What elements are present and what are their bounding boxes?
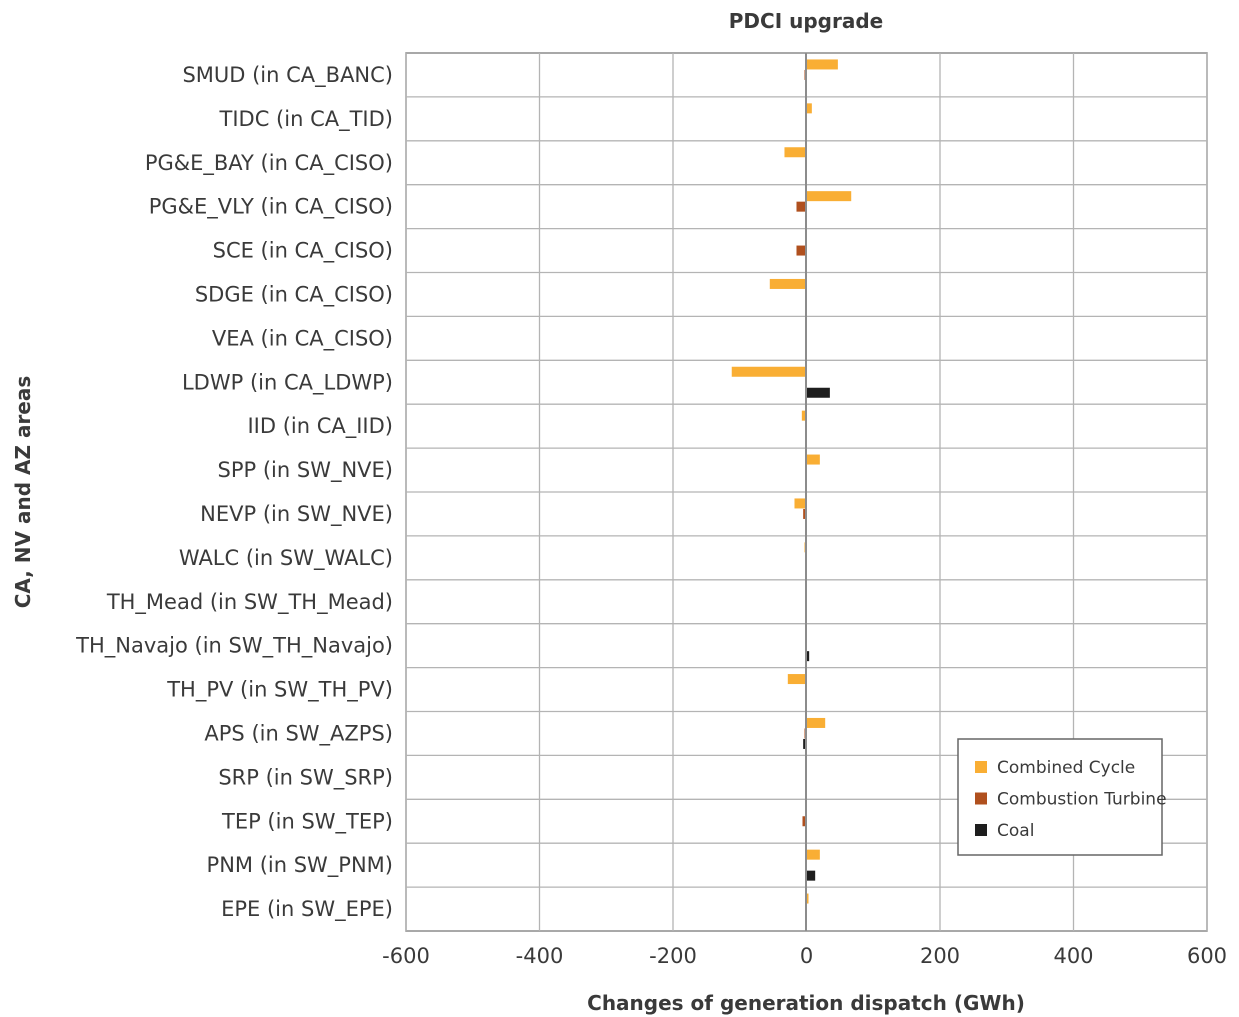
bar-combined-cycle <box>806 849 820 860</box>
legend-label: Combined Cycle <box>997 758 1135 778</box>
legend: Combined Cycle Combustion Turbine Coal <box>957 738 1167 856</box>
bar-combined-cycle <box>806 191 852 202</box>
legend-items: Combined Cycle Combustion Turbine Coal <box>975 758 1167 841</box>
category-label: TH_Mead (in SW_TH_Mead) <box>106 590 393 615</box>
bars-group <box>731 59 852 904</box>
category-label: SDGE (in CA_CISO) <box>195 282 393 307</box>
category-label: IID (in CA_IID) <box>247 414 393 439</box>
category-label: TH_PV (in SW_TH_PV) <box>166 678 393 703</box>
bar-combined-cycle <box>801 410 807 421</box>
legend-label: Combustion Turbine <box>997 790 1167 810</box>
category-label: PG&E_BAY (in CA_CISO) <box>145 151 393 176</box>
x-tick-label: 400 <box>1053 944 1093 968</box>
x-tick-label: 600 <box>1187 944 1227 968</box>
category-label: SRP (in SW_SRP) <box>218 765 393 790</box>
bar-coal <box>803 738 807 749</box>
x-axis-title: Changes of generation dispatch (GWh) <box>587 991 1025 1015</box>
category-label: SCE (in CA_CISO) <box>213 239 393 264</box>
bar-combustion-turbine <box>803 508 807 519</box>
legend-box <box>957 738 1163 856</box>
category-label: NEVP (in SW_NVE) <box>200 502 393 527</box>
bar-combined-cycle <box>731 366 807 377</box>
x-tick-label: -600 <box>382 944 430 968</box>
category-label: SMUD (in CA_BANC) <box>182 63 393 88</box>
category-labels: SMUD (in CA_BANC) TIDC (in CA_TID) PG&E_BA… <box>75 63 393 922</box>
bar-combined-cycle <box>806 454 820 465</box>
category-label: SPP (in SW_NVE) <box>218 458 393 483</box>
legend-swatch <box>975 824 987 836</box>
bar-combined-cycle <box>794 498 807 509</box>
bar-combined-cycle <box>787 674 807 685</box>
bar-combined-cycle <box>806 59 838 70</box>
bar-combustion-turbine <box>796 201 807 212</box>
category-label: TEP (in SW_TEP) <box>221 809 393 834</box>
legend-swatch <box>975 761 987 773</box>
category-label: LDWP (in CA_LDWP) <box>182 370 393 395</box>
bar-combustion-turbine <box>796 245 807 256</box>
category-label: TIDC (in CA_TID) <box>219 107 393 132</box>
bar-combined-cycle <box>806 717 826 728</box>
bar-combined-cycle <box>784 147 807 158</box>
category-label: EPE (in SW_EPE) <box>221 897 393 922</box>
bar-combined-cycle <box>806 103 812 114</box>
category-label: TH_Navajo (in SW_TH_Navajo) <box>75 634 393 659</box>
x-tick-label: 0 <box>800 944 813 968</box>
legend-swatch <box>975 792 987 805</box>
category-label: PG&E_VLY (in CA_CISO) <box>149 195 393 220</box>
x-tick-label: -400 <box>516 944 564 968</box>
bar-combined-cycle <box>769 278 807 289</box>
category-label: APS (in SW_AZPS) <box>204 721 393 746</box>
category-label: WALC (in SW_WALC) <box>179 546 393 571</box>
bar-coal <box>806 870 816 881</box>
x-tick-label: -200 <box>649 944 697 968</box>
bar-coal <box>806 651 810 662</box>
category-label: VEA (in CA_CISO) <box>212 326 393 351</box>
x-tick-label: 200 <box>920 944 960 968</box>
bar-combustion-turbine <box>802 816 807 827</box>
y-axis-title: CA, NV and AZ areas <box>11 376 35 609</box>
bar-combined-cycle <box>806 893 809 904</box>
legend-label: Coal <box>997 821 1034 841</box>
chart-title: PDCI upgrade <box>729 9 883 33</box>
x-tick-labels: -600 -400 -200 0 200 400 600 <box>382 944 1227 968</box>
category-label: PNM (in SW_PNM) <box>207 853 393 878</box>
bar-coal <box>806 387 830 398</box>
